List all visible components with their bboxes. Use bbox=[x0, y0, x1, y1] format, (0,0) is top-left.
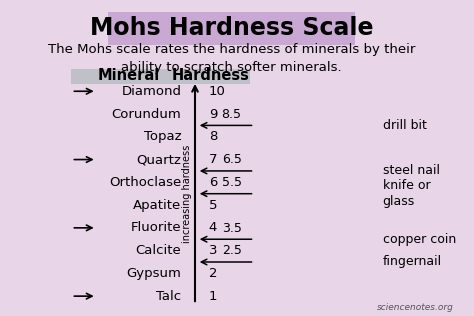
Text: 6: 6 bbox=[209, 176, 217, 189]
Text: 5: 5 bbox=[209, 198, 217, 212]
Text: Topaz: Topaz bbox=[144, 130, 181, 143]
Text: Mineral: Mineral bbox=[98, 68, 160, 83]
Text: steel nail: steel nail bbox=[383, 164, 439, 178]
Text: 3.5: 3.5 bbox=[222, 222, 242, 234]
Text: fingernail: fingernail bbox=[383, 256, 442, 269]
Text: 3: 3 bbox=[209, 244, 217, 257]
Bar bbox=[108, 12, 355, 45]
Text: 1: 1 bbox=[209, 290, 217, 303]
Text: 10: 10 bbox=[209, 85, 226, 98]
Text: Corundum: Corundum bbox=[111, 107, 181, 120]
Text: Fluorite: Fluorite bbox=[131, 221, 181, 234]
Text: 8: 8 bbox=[209, 130, 217, 143]
Text: 7: 7 bbox=[209, 153, 217, 166]
Text: 2: 2 bbox=[209, 267, 217, 280]
Text: 4: 4 bbox=[209, 221, 217, 234]
Text: 5.5: 5.5 bbox=[222, 176, 242, 189]
Bar bbox=[72, 69, 250, 84]
Text: sciencenotes.org: sciencenotes.org bbox=[377, 303, 454, 312]
Text: 8.5: 8.5 bbox=[222, 108, 242, 121]
Text: Diamond: Diamond bbox=[121, 85, 181, 98]
Text: Mohs Hardness Scale: Mohs Hardness Scale bbox=[90, 15, 374, 40]
Text: Hardness: Hardness bbox=[172, 68, 250, 83]
Text: Talc: Talc bbox=[156, 290, 181, 303]
Text: The Mohs scale rates the hardness of minerals by their
ability to scratch softer: The Mohs scale rates the hardness of min… bbox=[48, 43, 415, 74]
Text: Gypsum: Gypsum bbox=[127, 267, 181, 280]
Text: Quartz: Quartz bbox=[137, 153, 181, 166]
Text: drill bit: drill bit bbox=[383, 119, 427, 132]
Text: 9: 9 bbox=[209, 107, 217, 120]
Text: knife or
glass: knife or glass bbox=[383, 179, 430, 208]
Text: copper coin: copper coin bbox=[383, 233, 456, 246]
Text: 2.5: 2.5 bbox=[222, 244, 242, 257]
Text: Orthoclase: Orthoclase bbox=[109, 176, 181, 189]
Text: Apatite: Apatite bbox=[133, 198, 181, 212]
Text: increasing hardness: increasing hardness bbox=[182, 145, 192, 243]
Text: Calcite: Calcite bbox=[136, 244, 181, 257]
Text: 6.5: 6.5 bbox=[222, 153, 242, 166]
